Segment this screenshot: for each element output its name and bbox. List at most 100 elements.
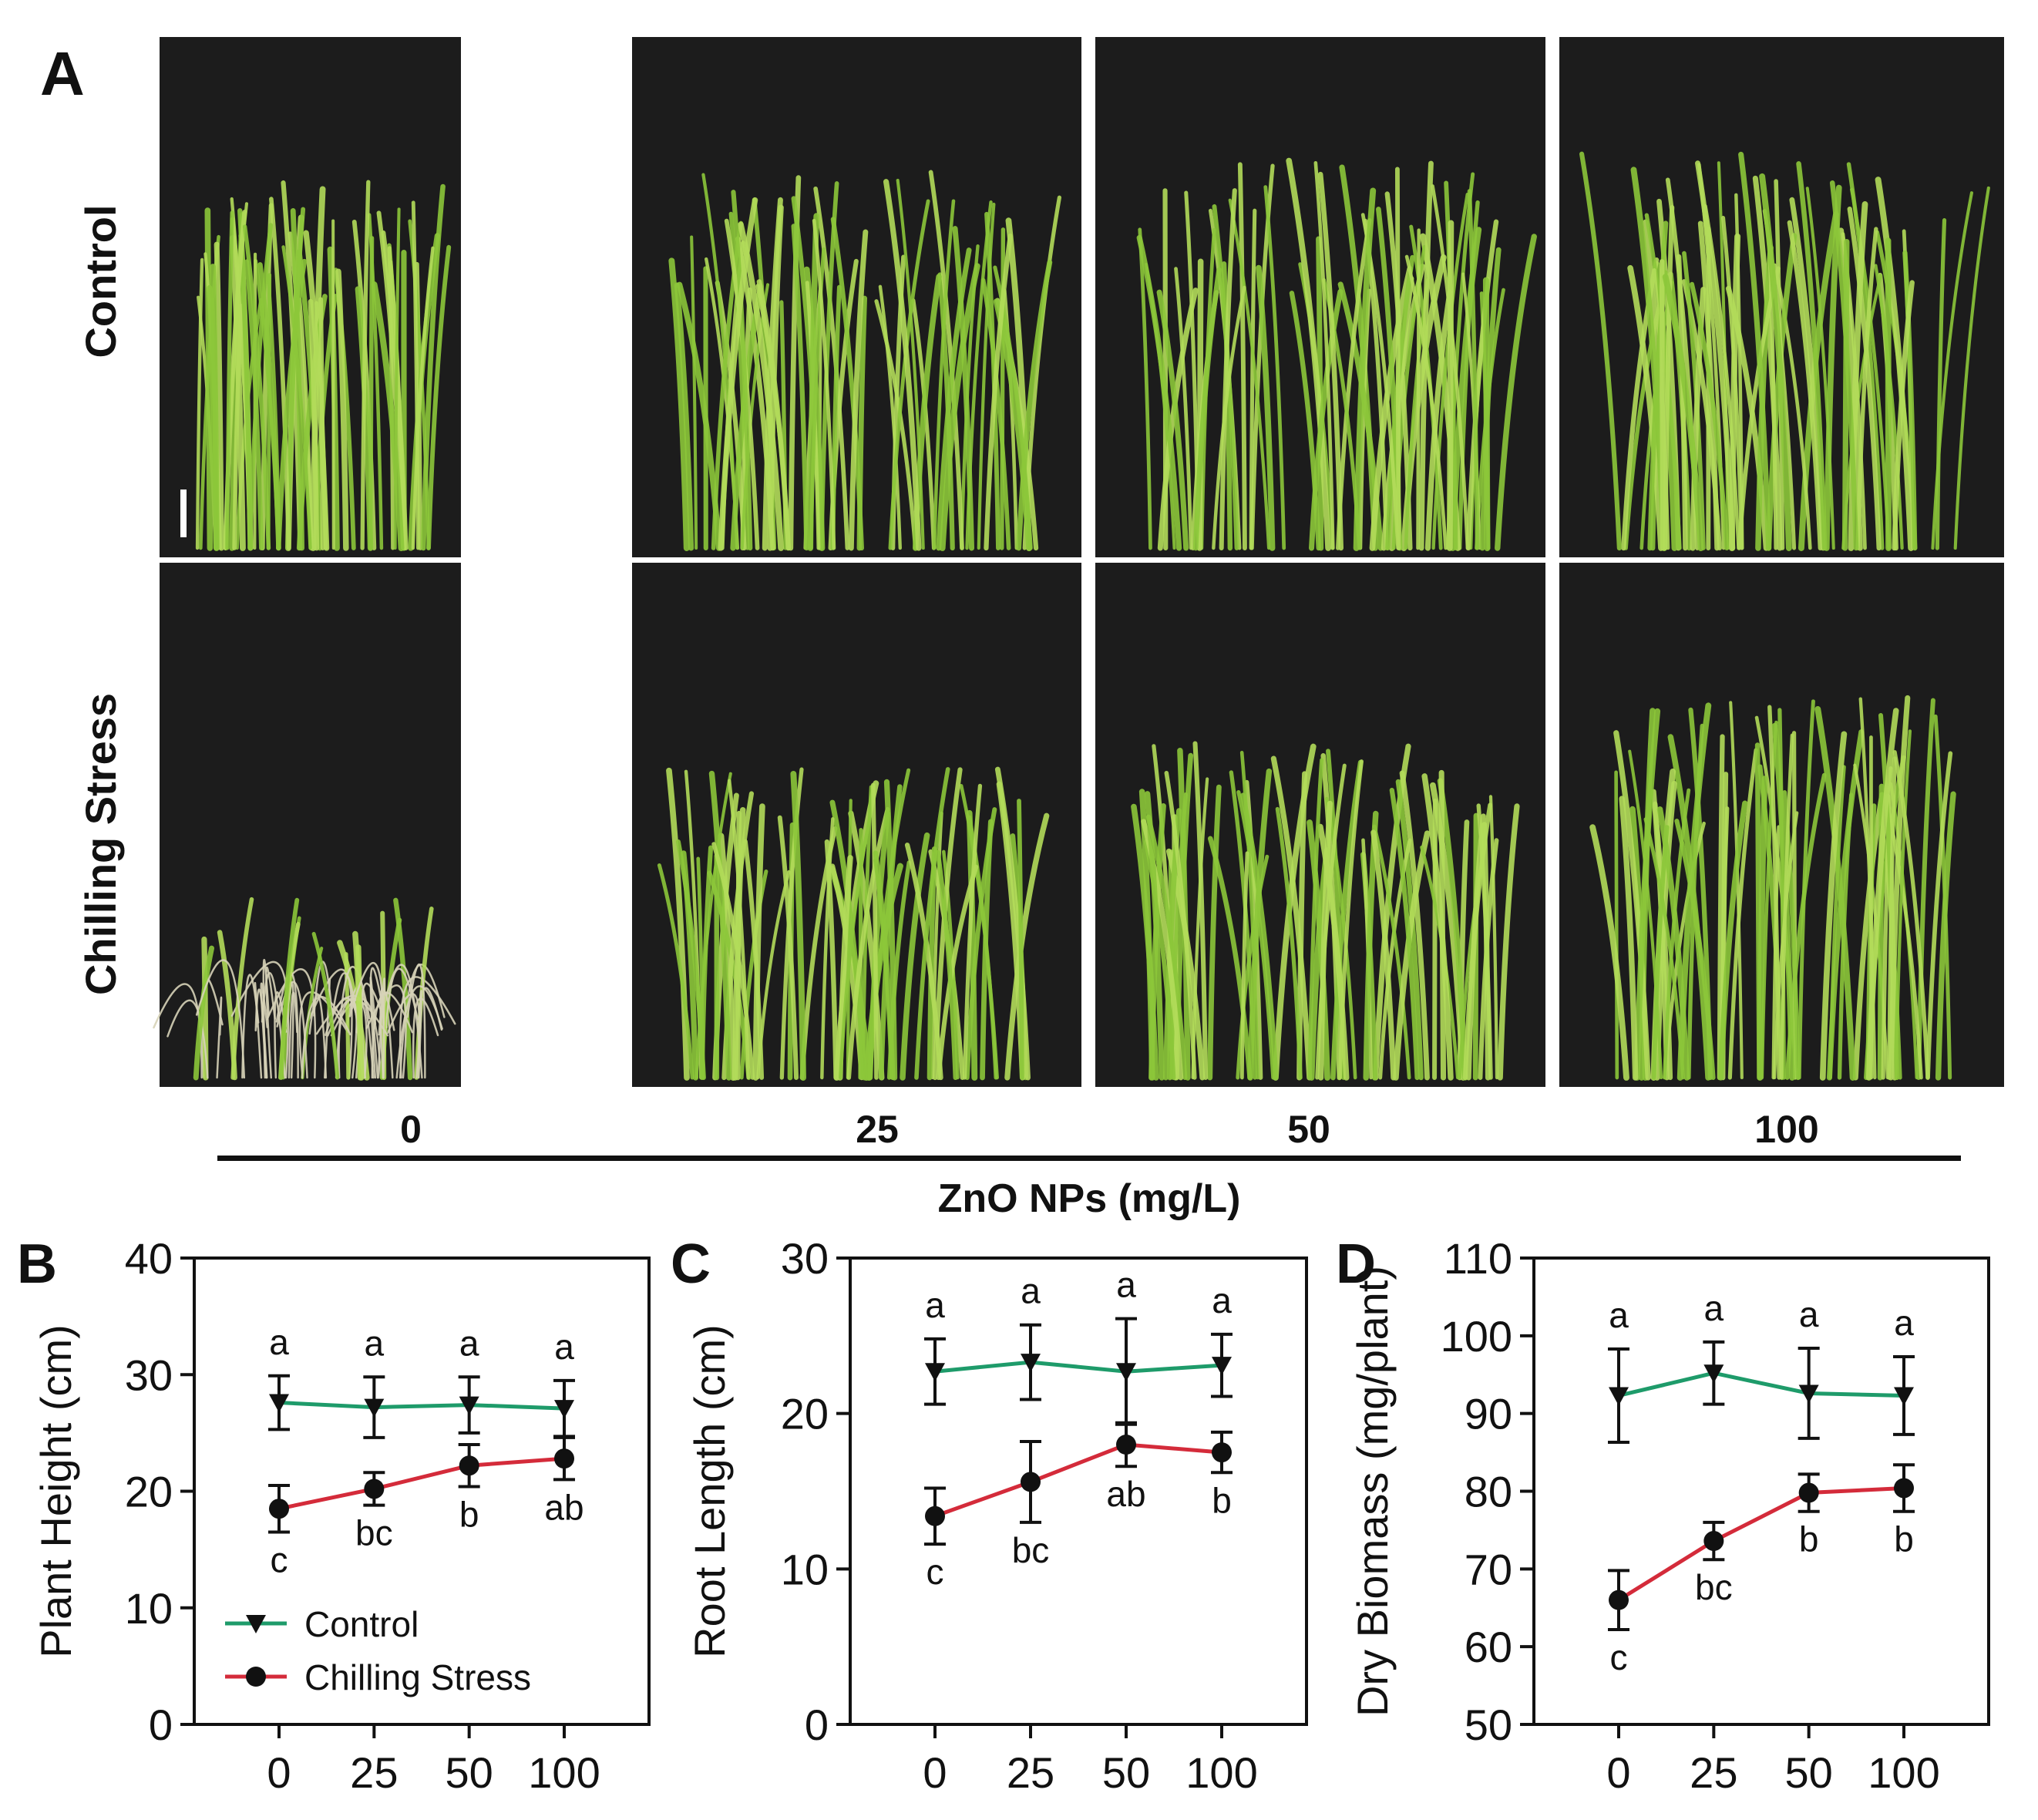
seedling-blade (213, 267, 217, 548)
y-tick-label: 100 (1441, 1312, 1512, 1361)
series-line (935, 1362, 1222, 1371)
seedling-blade (1450, 223, 1451, 548)
seedling-blade (1662, 261, 1663, 548)
significance-letter: a (365, 1323, 385, 1363)
data-point-circle (1799, 1483, 1819, 1503)
significance-letter: a (1704, 1288, 1724, 1328)
significance-letter: a (1609, 1295, 1629, 1335)
y-tick-label: 80 (1465, 1468, 1512, 1516)
photo-chilling-0 (153, 563, 461, 1087)
significance-letter: a (269, 1322, 289, 1362)
significance-letter: a (459, 1323, 479, 1363)
concentration-axis-bar (217, 1156, 1961, 1161)
seedling-blade (333, 220, 334, 548)
seedling-blade (207, 210, 210, 548)
concentration-label-25: 25 (856, 1108, 899, 1151)
significance-letter: a (554, 1327, 574, 1367)
photo-grid (153, 37, 2004, 1087)
seedling-blade (321, 299, 323, 548)
panel-label-b: B (17, 1233, 57, 1295)
chart-plant-height: B 0 10 20 30 40 0 25 50 100 Plant Height (cm) a a a a c… (17, 1233, 649, 1797)
significance-letter: a (1021, 1271, 1041, 1311)
panel-label-c: C (671, 1233, 711, 1295)
y-axis-label: Plant Height (cm) (32, 1324, 80, 1658)
panel-a: A Control Chilling Stress 0 25 50 100 Zn… (40, 37, 2004, 1221)
row-label-chilling: Chilling Stress (76, 693, 125, 995)
data-point-circle (1894, 1478, 1914, 1498)
photo-control-25 (632, 37, 1081, 557)
series-line (279, 1458, 564, 1509)
data-point-circle (1116, 1435, 1136, 1455)
x-tick-label: 50 (1785, 1748, 1833, 1797)
significance-letter: b (459, 1494, 479, 1534)
x-tick-label: 25 (1007, 1748, 1054, 1797)
legend-marker-chilling (246, 1667, 266, 1687)
x-tick-label: 50 (1102, 1748, 1150, 1797)
y-tick-label: 90 (1465, 1390, 1512, 1438)
y-axis-label: Dry Biomass (mg/plant) (1348, 1266, 1397, 1717)
y-tick-label: 110 (1444, 1234, 1512, 1283)
photo-control-50 (1095, 37, 1545, 557)
seedling-blade (1845, 242, 1847, 548)
panel-label-a: A (40, 39, 85, 108)
y-tick-label: 10 (125, 1584, 173, 1633)
significance-letter: a (1799, 1294, 1819, 1334)
series-line (935, 1445, 1222, 1516)
significance-letter: a (1894, 1303, 1914, 1343)
x-tick-label: 25 (1690, 1748, 1737, 1797)
significance-letter: a (925, 1285, 945, 1325)
concentration-label-100: 100 (1754, 1108, 1818, 1151)
significance-letter: c (1610, 1637, 1628, 1677)
y-tick-label: 60 (1465, 1623, 1512, 1671)
y-tick-label: 20 (781, 1390, 829, 1438)
data-point-circle (1021, 1472, 1041, 1492)
seedling-blade (1616, 772, 1617, 1078)
significance-letter: bc (1695, 1567, 1733, 1607)
data-point-circle (364, 1479, 384, 1499)
y-tick-label: 30 (125, 1351, 173, 1399)
data-point-circle (1703, 1531, 1724, 1551)
significance-letter: bc (355, 1513, 393, 1553)
x-tick-label: 0 (1606, 1748, 1630, 1797)
y-tick-label: 0 (805, 1701, 829, 1749)
data-point-circle (1212, 1442, 1232, 1462)
x-tick-label: 100 (528, 1748, 600, 1797)
significance-letter: c (927, 1552, 944, 1592)
significance-letter: bc (1012, 1530, 1050, 1570)
y-tick-label: 40 (125, 1234, 173, 1283)
x-tick-label: 100 (1868, 1748, 1939, 1797)
y-axis-label: Root Length (cm) (685, 1324, 734, 1658)
photo-chilling-50 (1095, 563, 1545, 1087)
significance-letter: a (1116, 1265, 1136, 1305)
concentration-label-50: 50 (1287, 1108, 1330, 1151)
data-point-circle (1609, 1590, 1629, 1610)
photo-control-0 (160, 37, 461, 557)
y-tick-label: 0 (149, 1701, 173, 1749)
photo-chilling-100 (1559, 563, 2004, 1087)
y-tick-label: 50 (1465, 1701, 1512, 1749)
data-point-circle (459, 1455, 479, 1475)
row-label-control: Control (76, 204, 125, 358)
plot-frame (850, 1258, 1307, 1724)
significance-letter: c (271, 1539, 288, 1579)
x-tick-label: 50 (446, 1748, 493, 1797)
series-line (1619, 1488, 1904, 1600)
significance-letter: b (1894, 1519, 1914, 1559)
photo-control-100 (1559, 37, 2004, 557)
y-tick-label: 20 (125, 1468, 173, 1516)
x-tick-label: 0 (267, 1748, 291, 1797)
x-tick-label: 0 (923, 1748, 947, 1797)
x-tick-label: 25 (350, 1748, 398, 1797)
series-line (279, 1403, 564, 1409)
plot-frame (1534, 1258, 1989, 1724)
x-tick-label: 100 (1185, 1748, 1257, 1797)
significance-letter: a (1212, 1280, 1232, 1320)
data-point-triangle (1609, 1387, 1629, 1405)
